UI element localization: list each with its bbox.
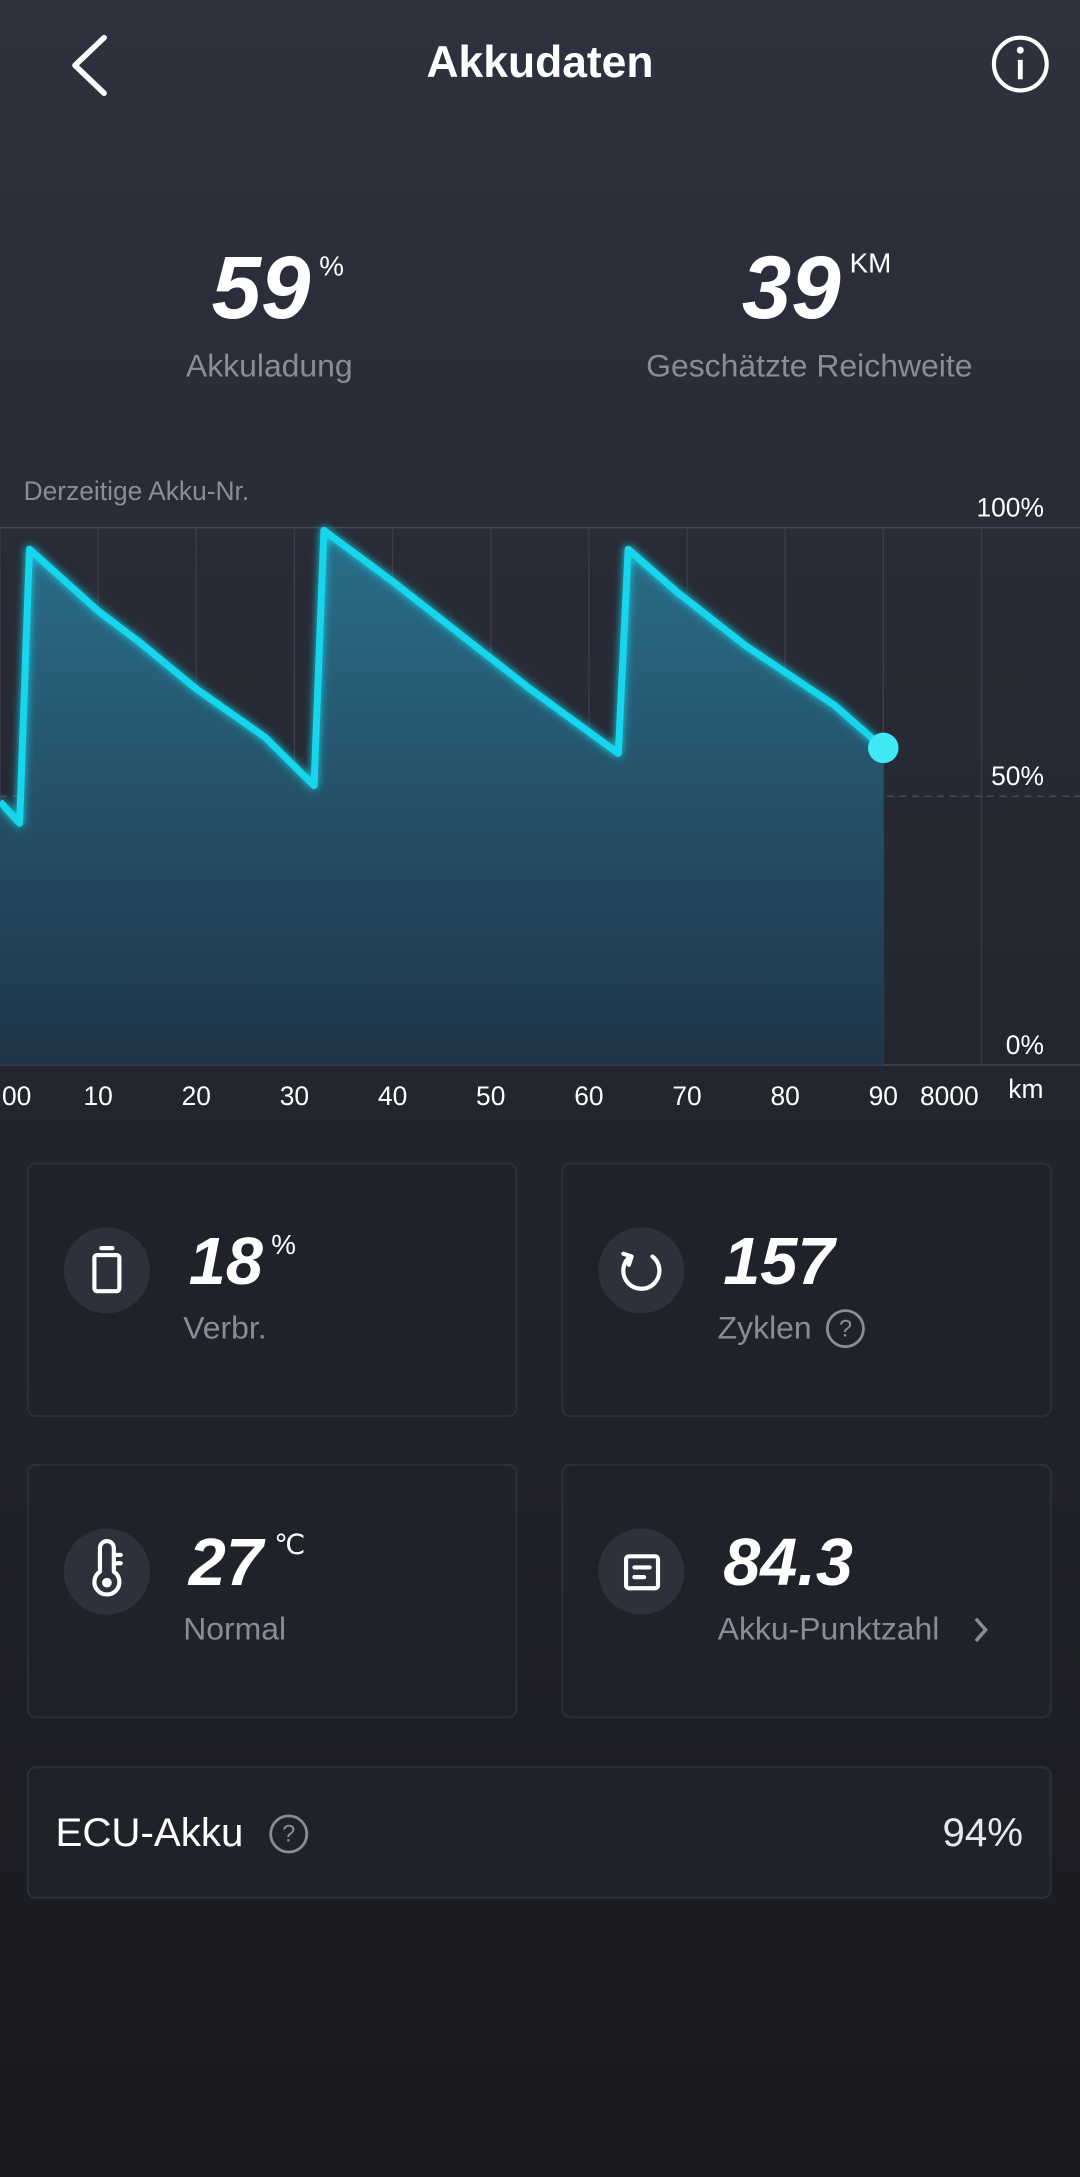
x-tick-label: 50 <box>476 1081 505 1111</box>
score-value: 84.3 <box>723 1526 853 1600</box>
y-tick-label: 50% <box>991 761 1044 791</box>
usage-value: 18 <box>189 1225 263 1299</box>
usage-label: Verbr. <box>183 1309 266 1345</box>
thermometer-icon <box>63 1528 150 1615</box>
temp-label: Normal <box>183 1611 286 1647</box>
x-tick-label: 20 <box>182 1081 211 1111</box>
page-title: Akkudaten <box>426 38 653 87</box>
current-point <box>868 732 899 764</box>
chevron <box>974 1617 988 1643</box>
svg-text:?: ? <box>282 1821 295 1847</box>
x-tick-label: 40 <box>378 1081 407 1111</box>
x-tick-label: 10 <box>83 1081 112 1111</box>
ecu-label: ECU-Akku <box>56 1810 244 1855</box>
battery-icon <box>63 1227 150 1314</box>
area <box>0 530 884 1065</box>
x-tick-label: 70 <box>672 1081 701 1111</box>
x-tick-label: 90 <box>869 1081 898 1111</box>
charge-value: 59 <box>212 238 311 337</box>
line <box>0 526 886 827</box>
svg-text:?: ? <box>839 1315 852 1341</box>
card <box>561 1162 1052 1418</box>
charge-label: Akkuladung <box>186 347 353 383</box>
score-label: Akku-Punktzahl <box>718 1611 940 1647</box>
card <box>26 1162 518 1418</box>
y-tick-label: 100% <box>976 493 1043 523</box>
back-button[interactable] <box>72 34 107 96</box>
ecu-card <box>26 1766 1052 1899</box>
chart-title: Derzeitige Akku-Nr. <box>24 476 250 506</box>
temp-unit: ℃ <box>274 1529 305 1560</box>
y-tick-label: 0% <box>1006 1030 1044 1060</box>
temp-value: 27 <box>187 1526 266 1600</box>
x-tick-label: 30 <box>280 1081 309 1111</box>
range-label: Geschätzte Reichweite <box>646 347 972 383</box>
help-icon[interactable]: ? <box>825 1309 865 1349</box>
help-icon[interactable]: ? <box>269 1814 309 1854</box>
cycles-value: 157 <box>723 1225 837 1299</box>
card[interactable] <box>561 1463 1052 1719</box>
x-tick-label: 80 <box>770 1081 799 1111</box>
card <box>26 1463 518 1719</box>
charge-unit: % <box>319 250 344 281</box>
info-button[interactable] <box>991 35 1049 93</box>
x-tick-label: 8000 <box>920 1081 979 1111</box>
cycles-label: Zyklen <box>718 1309 812 1345</box>
score-icon <box>598 1528 685 1615</box>
range-unit: KM <box>850 248 892 279</box>
x-tick-label: 00 <box>2 1081 31 1111</box>
x-axis-label: km <box>1008 1074 1043 1104</box>
usage-unit: % <box>271 1229 296 1260</box>
chart: 0% 50% 100% 00 10 20 30 40 50 60 70 80 90 8000 km <box>0 493 1080 1111</box>
ecu-value: 94% <box>943 1810 1024 1855</box>
cycle-icon <box>598 1227 685 1314</box>
range-value: 39 <box>742 238 841 337</box>
x-tick-label: 60 <box>574 1081 603 1111</box>
